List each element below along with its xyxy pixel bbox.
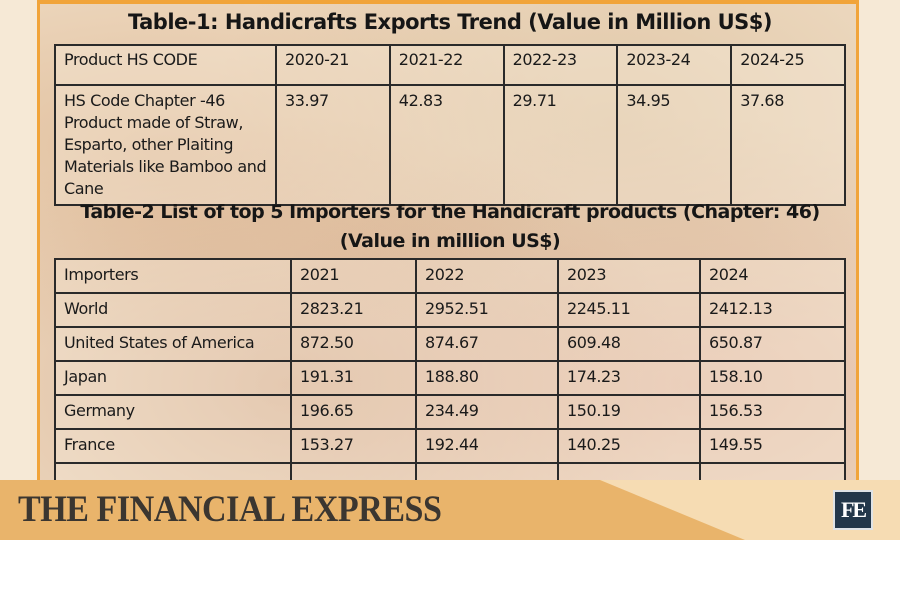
header-cell: Importers	[54, 258, 292, 294]
value-cell: 234.49	[415, 394, 559, 430]
value-cell: 158.10	[699, 360, 846, 396]
table-header-row: Importers 2021 2022 2023 2024	[54, 258, 846, 294]
banner-band	[0, 480, 745, 540]
table1-title: Table-1: Handicrafts Exports Trend (Valu…	[128, 10, 772, 34]
value-cell: 191.31	[290, 360, 417, 396]
table-row: United States of America 872.50 874.67 609.…	[54, 326, 846, 362]
value-cell: 2952.51	[415, 292, 559, 328]
value-cell: 874.67	[415, 326, 559, 362]
value-cell: 609.48	[557, 326, 701, 362]
table-header-row: Product HS CODE 2020-21 2021-22 2022-23 …	[54, 44, 846, 86]
header-cell: Product HS CODE	[54, 44, 277, 86]
header-cell: 2024-25	[730, 44, 846, 86]
header-cell: 2021-22	[388, 44, 505, 86]
value-cell: 2412.13	[699, 292, 846, 328]
header-cell: 2023-24	[616, 44, 733, 86]
importers-table: Importers 2021 2022 2023 2024 World 2823.…	[54, 258, 846, 498]
table-row: World 2823.21 2952.51 2245.11 2412.13	[54, 292, 846, 328]
header-cell: 2024	[699, 258, 846, 294]
value-cell: 188.80	[415, 360, 559, 396]
importer-cell: United States of America	[54, 326, 292, 362]
value-cell: 872.50	[290, 326, 417, 362]
value-cell: 2823.21	[290, 292, 417, 328]
value-cell: 150.19	[557, 394, 701, 430]
header-cell: 2021	[290, 258, 417, 294]
importer-cell: World	[54, 292, 292, 328]
importer-cell: Japan	[54, 360, 292, 396]
header-cell: 2022	[415, 258, 559, 294]
value-cell: 37.68	[730, 84, 846, 206]
table-row: Germany 196.65 234.49 150.19 156.53	[54, 394, 846, 430]
value-cell: 2245.11	[557, 292, 701, 328]
product-cell: HS Code Chapter -46 Product made of Stra…	[54, 84, 277, 206]
table-row: HS Code Chapter -46 Product made of Stra…	[54, 84, 846, 206]
table2-title: Table-2 List of top 5 Importers for the …	[80, 201, 820, 223]
value-cell: 153.27	[290, 428, 417, 464]
exports-trend-table: Product HS CODE 2020-21 2021-22 2022-23 …	[54, 44, 846, 206]
value-cell: 156.53	[699, 394, 846, 430]
table-row: France 153.27 192.44 140.25 149.55	[54, 428, 846, 464]
value-cell: 140.25	[557, 428, 701, 464]
value-cell: 650.87	[699, 326, 846, 362]
brand-name: THE FINANCIAL EXPRESS	[18, 489, 442, 530]
value-cell: 33.97	[275, 84, 391, 206]
table2-subtitle: (Value in million US$)	[339, 230, 561, 252]
footer-banner: THE FINANCIAL EXPRESS FE	[0, 480, 900, 540]
importer-cell: Germany	[54, 394, 292, 430]
value-cell: 174.23	[557, 360, 701, 396]
header-cell: 2023	[557, 258, 701, 294]
value-cell: 42.83	[388, 84, 505, 206]
table-row: Japan 191.31 188.80 174.23 158.10	[54, 360, 846, 396]
header-cell: 2020-21	[275, 44, 391, 86]
value-cell: 34.95	[616, 84, 733, 206]
fe-logo: FE	[833, 490, 873, 530]
value-cell: 192.44	[415, 428, 559, 464]
value-cell: 149.55	[699, 428, 846, 464]
header-cell: 2022-23	[502, 44, 619, 86]
value-cell: 29.71	[502, 84, 619, 206]
value-cell: 196.65	[290, 394, 417, 430]
importer-cell: France	[54, 428, 292, 464]
